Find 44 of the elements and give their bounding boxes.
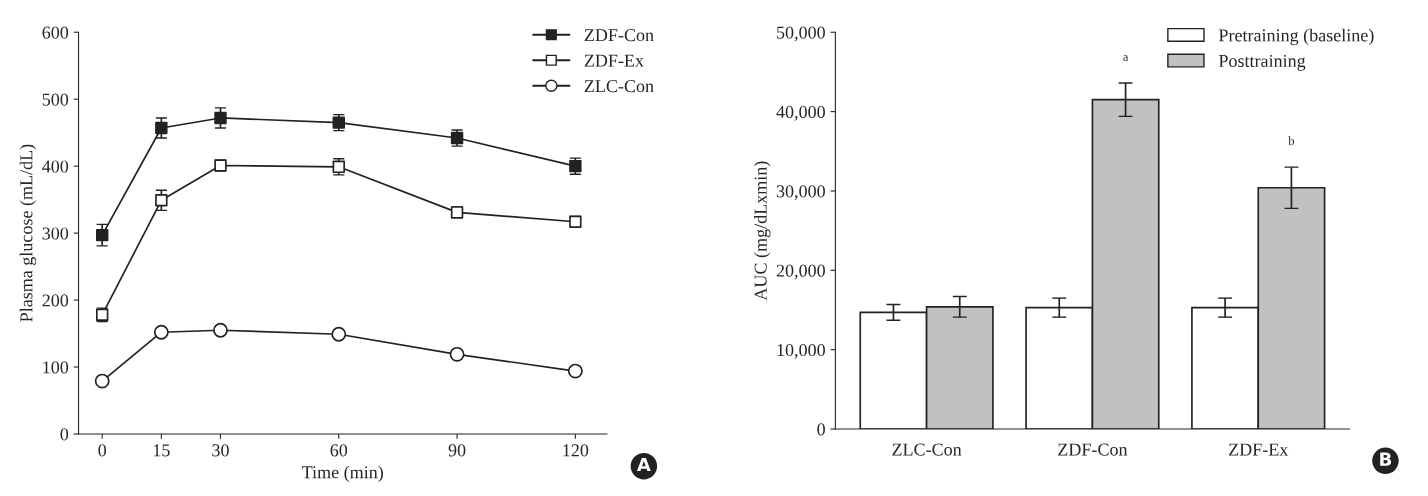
x-tick-label: ZDF-Ex: [1229, 443, 1289, 456]
legend-label: Posttraining: [1218, 54, 1306, 71]
y-tick-label: 50,000: [777, 26, 825, 42]
x-tick-label: ZLC-Con: [892, 443, 962, 456]
y-tick-label: 0: [60, 428, 69, 441]
y-tick-label: 400: [42, 160, 69, 173]
y-axis-title: AUC (mg/dLxmin): [754, 161, 771, 301]
legend-label: ZDF-Ex: [584, 54, 644, 67]
y-tick-label: 0: [817, 423, 825, 436]
point: [567, 363, 583, 379]
x-tick-label: 120: [563, 444, 589, 457]
y-tick-label: 30,000: [776, 185, 825, 200]
y-tick-label: 600: [42, 26, 69, 39]
legend-label: ZDF-Con: [584, 29, 654, 42]
point: [153, 324, 169, 340]
x-tick-label: 30: [212, 444, 229, 457]
annotation: b: [1288, 136, 1295, 146]
y-tick-label: 200: [42, 294, 69, 307]
x-axis-title: Time (min): [302, 465, 383, 483]
x-tick-label: 0: [98, 444, 107, 457]
y-tick-label: 10,000: [777, 343, 825, 359]
point: [213, 322, 228, 338]
y-tick-label: 20,000: [776, 264, 825, 280]
point: [94, 373, 110, 389]
text: B: [1380, 452, 1392, 466]
x-tick-label: 60: [330, 444, 348, 457]
x-tick-label: 90: [448, 444, 466, 457]
legend-label: Pretraining (baseline): [1218, 28, 1374, 46]
point: [449, 346, 465, 362]
x-tick-label: 15: [153, 444, 170, 457]
text: A: [636, 457, 651, 472]
y-tick-label: 40,000: [776, 105, 825, 121]
y-tick-label: 300: [42, 227, 69, 240]
y-tick-label: 100: [43, 361, 69, 374]
point: [331, 326, 347, 342]
legend-label: ZLC-Con: [584, 80, 654, 93]
point: [95, 228, 109, 242]
annotation: a: [1123, 55, 1129, 62]
point: [155, 121, 168, 135]
x-tick-label: ZDF-Con: [1058, 443, 1128, 456]
point: [155, 194, 168, 207]
y-tick-label: 500: [42, 93, 69, 106]
y-axis-title: Plasma glucose (mL/dL): [19, 144, 37, 322]
point: [214, 111, 227, 125]
